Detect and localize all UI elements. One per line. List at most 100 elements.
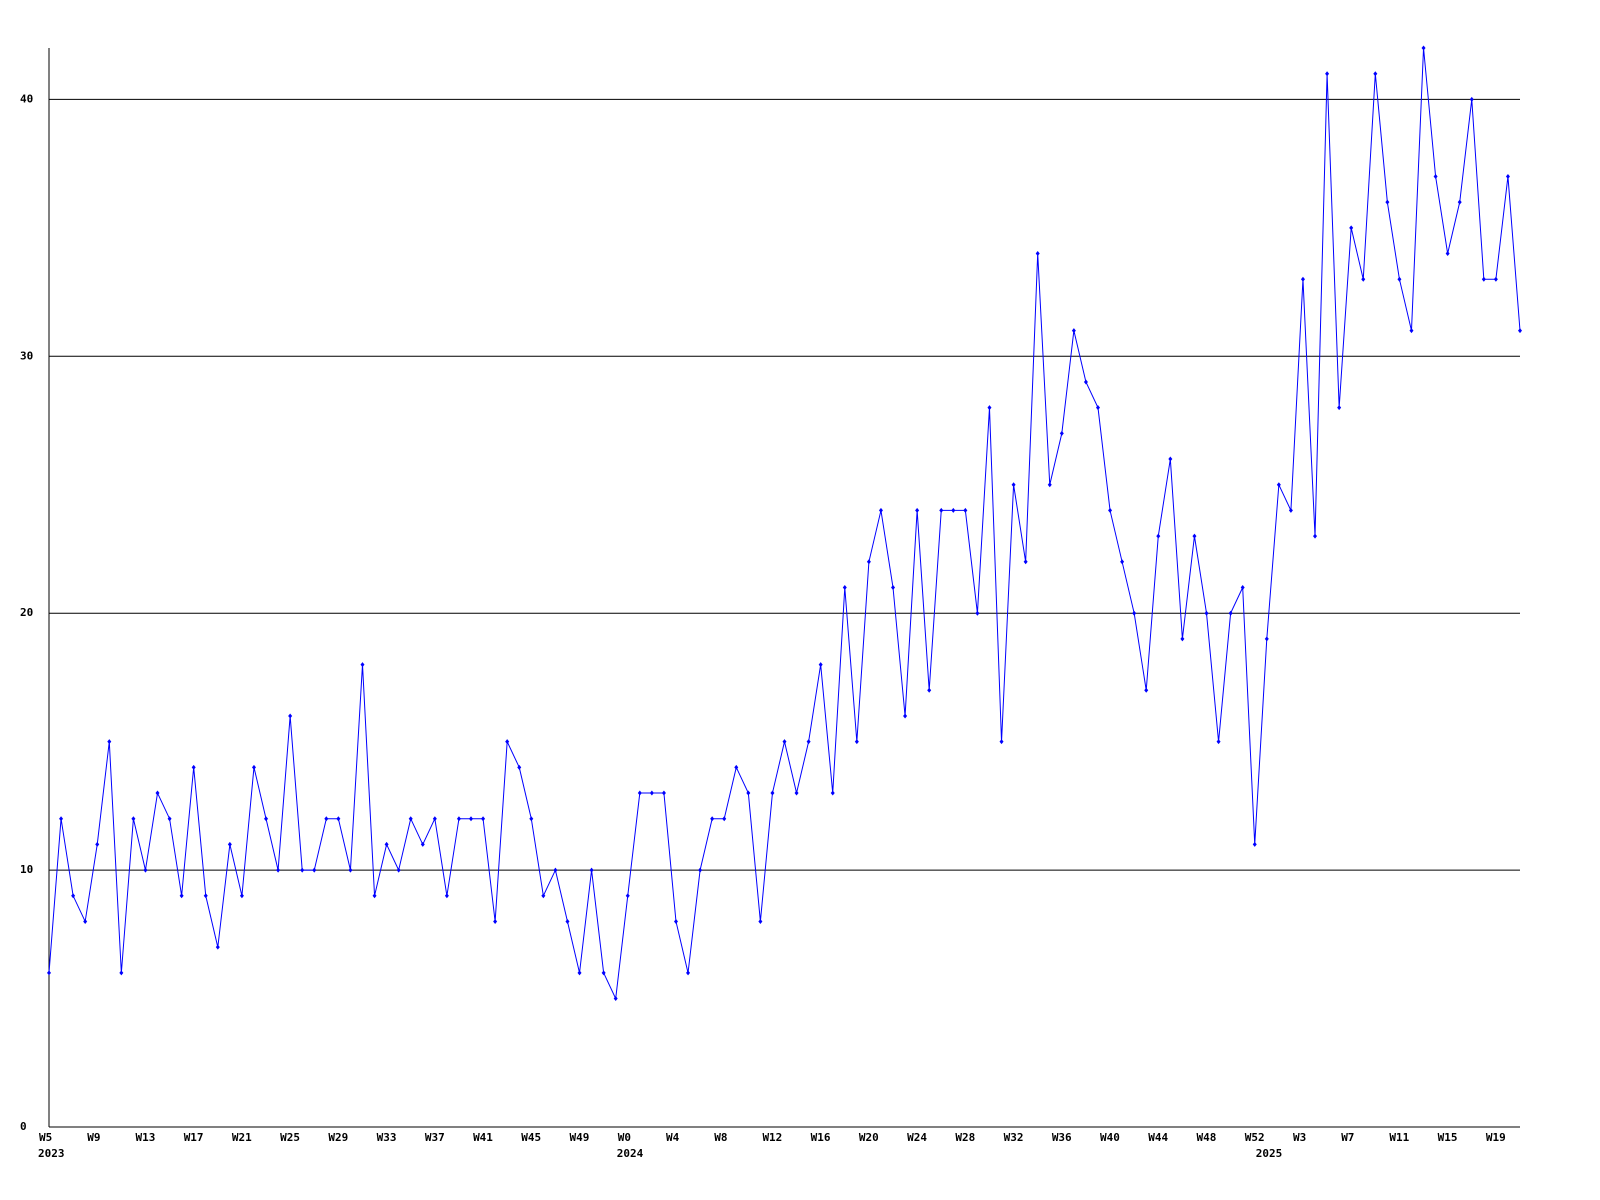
data-point — [1047, 482, 1052, 488]
data-point — [1144, 687, 1149, 693]
x-tick-label: W20 — [859, 1131, 879, 1144]
x-tick-label: W40 — [1100, 1131, 1120, 1144]
data-point — [1168, 456, 1173, 462]
data-point — [565, 918, 570, 924]
data-point — [1083, 379, 1088, 385]
data-point — [47, 970, 51, 976]
data-point — [673, 918, 678, 924]
data-point — [432, 816, 437, 822]
data-point — [1192, 533, 1197, 539]
data-point — [661, 790, 666, 796]
data-point — [710, 816, 715, 822]
year-label: 2024 — [617, 1147, 644, 1160]
data-point — [1469, 96, 1474, 102]
data-point — [251, 764, 256, 770]
data-point — [1276, 482, 1281, 488]
x-tick-label: W8 — [714, 1131, 727, 1144]
x-tick-label: W45 — [521, 1131, 541, 1144]
data-point — [1228, 610, 1233, 616]
x-tick-label: W16 — [811, 1131, 831, 1144]
data-point — [1156, 533, 1161, 539]
data-point — [1023, 559, 1028, 565]
y-tick-label: 20 — [20, 606, 33, 619]
data-point — [107, 739, 112, 745]
y-tick-label: 0 — [20, 1120, 27, 1133]
data-point — [456, 816, 461, 822]
data-point — [878, 507, 883, 513]
data-point — [264, 816, 269, 822]
x-tick-label: W11 — [1389, 1131, 1409, 1144]
data-point — [517, 764, 522, 770]
data-point — [529, 816, 534, 822]
data-point — [1409, 328, 1414, 334]
data-point — [227, 841, 232, 847]
data-point — [276, 867, 281, 873]
data-point — [505, 739, 510, 745]
x-tick-label: W33 — [377, 1131, 397, 1144]
data-point — [806, 739, 811, 745]
data-point — [734, 764, 739, 770]
data-point — [842, 585, 847, 590]
x-tick-label: W3 — [1293, 1131, 1306, 1144]
x-tick-label: W44 — [1148, 1131, 1168, 1144]
data-point — [444, 893, 449, 899]
x-tick-label: W0 — [618, 1131, 631, 1144]
data-point — [794, 790, 799, 796]
data-point — [1120, 559, 1125, 565]
data-point — [698, 867, 703, 873]
x-tick-label: W19 — [1486, 1131, 1506, 1144]
data-point — [1264, 636, 1269, 642]
x-tick-label: W25 — [280, 1131, 300, 1144]
data-point — [1313, 533, 1318, 539]
data-point — [396, 867, 401, 873]
data-point — [866, 559, 871, 565]
data-point — [1216, 739, 1221, 745]
x-tick-label: W7 — [1341, 1131, 1354, 1144]
data-point — [203, 893, 208, 899]
data-point — [493, 918, 498, 924]
data-point — [131, 816, 136, 822]
data-point — [1252, 841, 1257, 847]
data-point — [1300, 276, 1305, 282]
data-point — [1457, 199, 1462, 205]
data-point — [420, 841, 425, 847]
data-point — [975, 610, 980, 616]
data-point — [541, 893, 546, 899]
data-point — [1361, 276, 1366, 282]
data-point — [1493, 276, 1498, 282]
data-point — [649, 790, 654, 796]
data-point — [300, 867, 305, 873]
data-point — [1204, 610, 1209, 616]
data-point — [818, 662, 823, 668]
data-point — [854, 739, 859, 745]
data-point — [625, 893, 630, 899]
y-tick-label: 40 — [20, 92, 33, 105]
x-tick-label: W5 — [39, 1131, 52, 1144]
data-point — [239, 893, 244, 899]
data-point — [613, 996, 618, 1002]
data-point — [1505, 173, 1510, 179]
data-point — [167, 816, 172, 822]
data-point — [637, 790, 642, 796]
data-point — [1481, 276, 1486, 282]
data-point — [384, 841, 389, 847]
data-line — [48, 47, 1521, 1001]
data-point — [686, 970, 691, 976]
data-point — [336, 816, 341, 822]
x-tick-label: W9 — [87, 1131, 100, 1144]
x-tick-label: W37 — [425, 1131, 445, 1144]
data-point — [312, 867, 317, 873]
data-point — [1240, 585, 1245, 590]
x-tick-label: W24 — [907, 1131, 927, 1144]
data-point — [891, 585, 896, 590]
data-point — [770, 790, 775, 796]
x-tick-label: W52 — [1245, 1131, 1265, 1144]
data-point — [83, 918, 88, 924]
data-point — [1071, 328, 1076, 334]
data-point — [360, 662, 365, 668]
data-point — [191, 764, 196, 770]
data-point — [1397, 276, 1402, 282]
data-point — [215, 944, 220, 950]
x-tick-label: W17 — [184, 1131, 204, 1144]
